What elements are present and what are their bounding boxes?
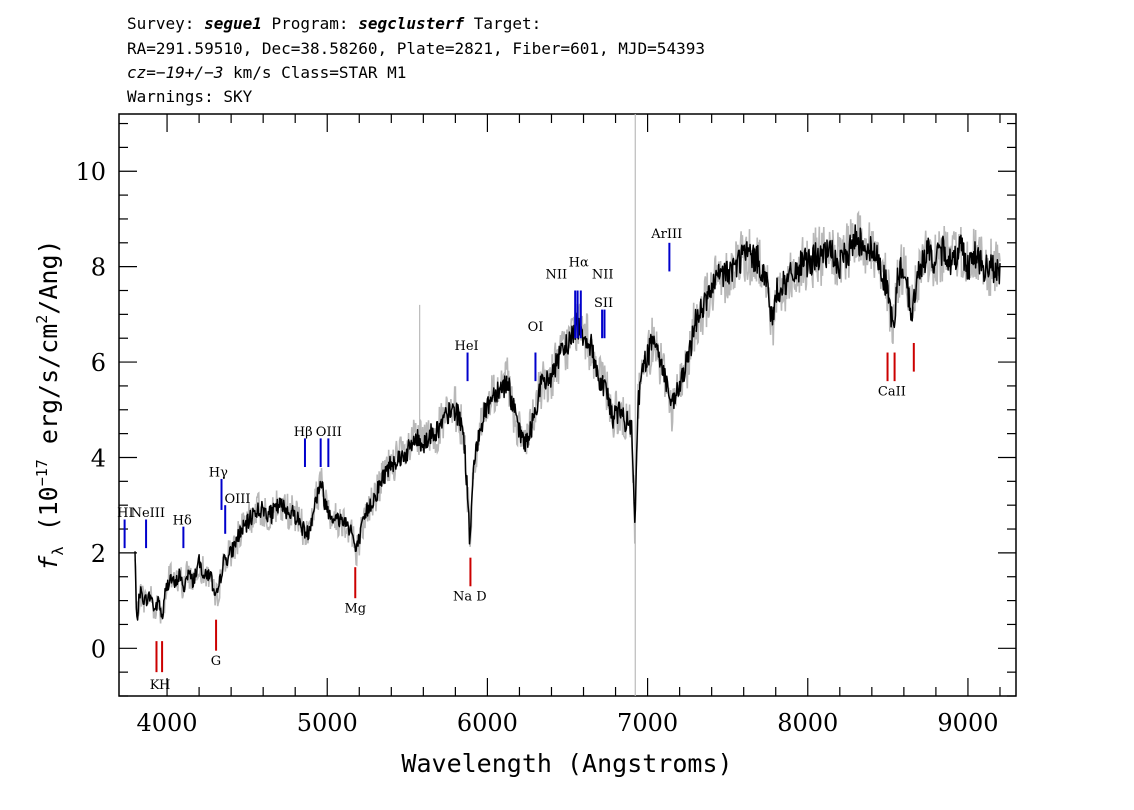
x-tick-label: 5000 bbox=[297, 709, 358, 737]
line-marker-label: Hγ bbox=[209, 466, 228, 481]
plot-frame bbox=[118, 113, 1017, 697]
axis-ticks bbox=[119, 114, 1016, 697]
y-tick-label: 4 bbox=[91, 444, 106, 472]
x-tick-label: 9000 bbox=[937, 709, 998, 737]
line-marker-label: H bbox=[159, 678, 170, 693]
line-marker-label: Hβ bbox=[294, 425, 313, 440]
title-line-3: cz=−19+/−3 km/s Class=STAR M1 bbox=[127, 63, 406, 82]
x-tick-labels: 4000 5000 6000 7000 8000 9000 bbox=[137, 709, 999, 737]
x-tick-label: 6000 bbox=[457, 709, 518, 737]
line-marker-label: Hδ bbox=[173, 513, 192, 528]
line-marker-label: Mg bbox=[344, 602, 366, 617]
y-tick-label: 6 bbox=[91, 349, 106, 377]
line-marker-label: CaII bbox=[878, 384, 906, 399]
line-marker-label: NeIII bbox=[131, 506, 165, 521]
line-marker-label: SII bbox=[594, 296, 613, 311]
y-tick-label: 0 bbox=[91, 635, 106, 663]
line-marker-label: K bbox=[150, 678, 160, 693]
line-marker-label: NII bbox=[545, 268, 567, 283]
title-line-2: RA=291.59510, Dec=38.58260, Plate=2821, … bbox=[127, 39, 705, 58]
y-tick-label: 10 bbox=[75, 158, 106, 186]
line-marker-label: Na D bbox=[453, 590, 487, 605]
x-tick-label: 7000 bbox=[617, 709, 678, 737]
y-tick-labels: 0 2 4 6 8 10 bbox=[75, 158, 106, 663]
line-marker-label: Hα bbox=[569, 256, 589, 271]
y-tick-label: 2 bbox=[91, 540, 106, 568]
flux-noise-band bbox=[134, 210, 1001, 624]
y-axis-label: fλ (10−17 erg/s/cm2/Ang) bbox=[33, 239, 67, 570]
title-line-4: Warnings: SKY bbox=[127, 87, 253, 106]
x-axis-label: Wavelength (Angstroms) bbox=[401, 749, 732, 778]
line-marker-label: NII bbox=[592, 268, 614, 283]
line-marker-label: HI bbox=[117, 506, 133, 521]
title-line-1: Survey: segue1 Program: segclusterf Targ… bbox=[127, 14, 541, 33]
x-tick-label: 8000 bbox=[777, 709, 838, 737]
line-marker-label: OIII bbox=[224, 492, 250, 507]
sky-spikes bbox=[419, 114, 636, 696]
flux-series-line bbox=[134, 224, 1001, 621]
line-marker-label: HeI bbox=[455, 339, 479, 354]
y-tick-label: 8 bbox=[91, 254, 106, 282]
line-marker-label: OI bbox=[528, 320, 544, 335]
line-marker-label: G bbox=[211, 654, 221, 669]
line-marker-label: ArIII bbox=[650, 227, 682, 242]
line-marker-label: OIII bbox=[316, 425, 342, 440]
x-tick-label: 4000 bbox=[137, 709, 198, 737]
